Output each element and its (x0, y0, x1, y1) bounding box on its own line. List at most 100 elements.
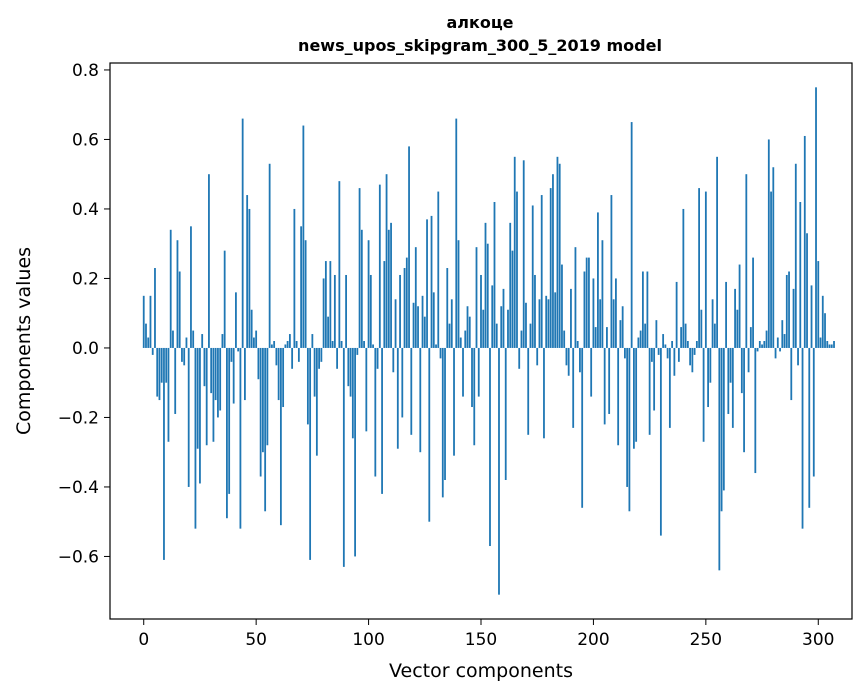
y-tick-label: −0.6 (58, 547, 99, 567)
bar-235 (671, 341, 674, 348)
bar-195 (581, 347, 584, 508)
bar-3 (149, 295, 152, 348)
bar-198 (588, 257, 590, 348)
x-axis-label: Vector components (389, 660, 573, 682)
bar-50 (255, 330, 258, 348)
bar-288 (790, 347, 793, 401)
bar-56 (268, 163, 271, 348)
y-tick-label: 0.6 (72, 130, 99, 150)
bar-17 (181, 347, 183, 362)
bar-246 (695, 341, 698, 348)
bar-250 (704, 191, 707, 348)
bar-270 (749, 327, 752, 348)
bar-284 (781, 320, 784, 348)
bar-8 (160, 347, 163, 383)
bar-214 (624, 347, 626, 359)
bar-238 (677, 347, 680, 362)
bar-200 (592, 278, 595, 348)
bar-221 (639, 330, 642, 348)
bar-98 (363, 341, 365, 348)
bar-7 (158, 347, 161, 401)
bar-75 (311, 334, 314, 348)
bar-47 (248, 208, 251, 348)
bar-32 (214, 347, 217, 401)
bar-81 (324, 261, 327, 348)
bar-281 (774, 347, 777, 359)
bar-55 (266, 347, 269, 446)
bar-52 (259, 347, 262, 477)
bar-63 (284, 344, 287, 348)
bar-285 (783, 334, 786, 348)
bar-155 (491, 285, 494, 348)
bar-25 (199, 347, 201, 484)
bar-86 (336, 347, 338, 369)
bar-65 (288, 334, 291, 348)
bar-272 (754, 347, 757, 474)
bar-209 (612, 299, 615, 348)
bar-173 (531, 205, 534, 348)
bar-160 (502, 288, 505, 348)
bar-107 (383, 261, 386, 348)
bar-254 (713, 323, 716, 348)
bar-305 (828, 344, 831, 348)
bar-213 (621, 306, 624, 348)
bar-274 (758, 341, 761, 348)
bar-135 (446, 268, 449, 348)
bar-278 (767, 139, 770, 348)
bar-59 (275, 347, 278, 366)
bar-131 (437, 191, 440, 348)
bar-120 (412, 302, 415, 348)
bar-159 (500, 306, 503, 348)
bar-79 (320, 347, 323, 362)
bar-67 (293, 208, 296, 348)
bar-124 (421, 295, 424, 348)
bar-130 (435, 344, 437, 348)
bar-199 (590, 347, 593, 397)
bar-121 (414, 247, 417, 348)
bar-188 (565, 347, 568, 366)
bar-42 (237, 347, 240, 352)
bar-93 (351, 347, 354, 439)
bar-263 (734, 288, 736, 348)
bar-251 (707, 347, 709, 408)
bar-64 (286, 341, 289, 348)
bar-258 (722, 347, 725, 491)
bar-114 (399, 274, 401, 348)
bar-18 (183, 347, 186, 366)
bar-181 (549, 188, 552, 348)
bar-71 (302, 125, 305, 348)
bar-6 (156, 347, 159, 397)
bar-119 (410, 347, 413, 435)
bar-150 (480, 274, 482, 348)
bar-148 (475, 247, 478, 348)
bar-294 (803, 135, 806, 348)
bar-68 (295, 341, 298, 348)
bar-212 (619, 320, 622, 348)
bar-249 (702, 347, 705, 442)
bar-92 (349, 347, 352, 397)
bar-219 (635, 347, 638, 442)
bar-122 (417, 306, 419, 348)
bar-43 (239, 347, 242, 529)
bar-170 (525, 302, 527, 348)
bar-102 (372, 344, 374, 348)
bar-14 (174, 347, 177, 414)
bar-54 (264, 347, 267, 512)
bar-85 (333, 274, 336, 348)
bar-247 (698, 188, 700, 348)
bar-164 (511, 250, 514, 348)
bar-128 (430, 215, 433, 348)
bar-168 (520, 330, 523, 348)
bar-253 (711, 299, 714, 348)
bar-13 (172, 330, 174, 348)
bar-257 (720, 347, 723, 512)
bar-80 (322, 278, 325, 348)
y-tick-label: 0.0 (72, 339, 99, 359)
bar-106 (381, 347, 383, 494)
bar-232 (664, 344, 667, 348)
bar-223 (644, 323, 647, 348)
bar-259 (725, 281, 727, 348)
bar-236 (673, 347, 676, 376)
bar-41 (235, 292, 237, 348)
bar-110 (390, 222, 392, 348)
